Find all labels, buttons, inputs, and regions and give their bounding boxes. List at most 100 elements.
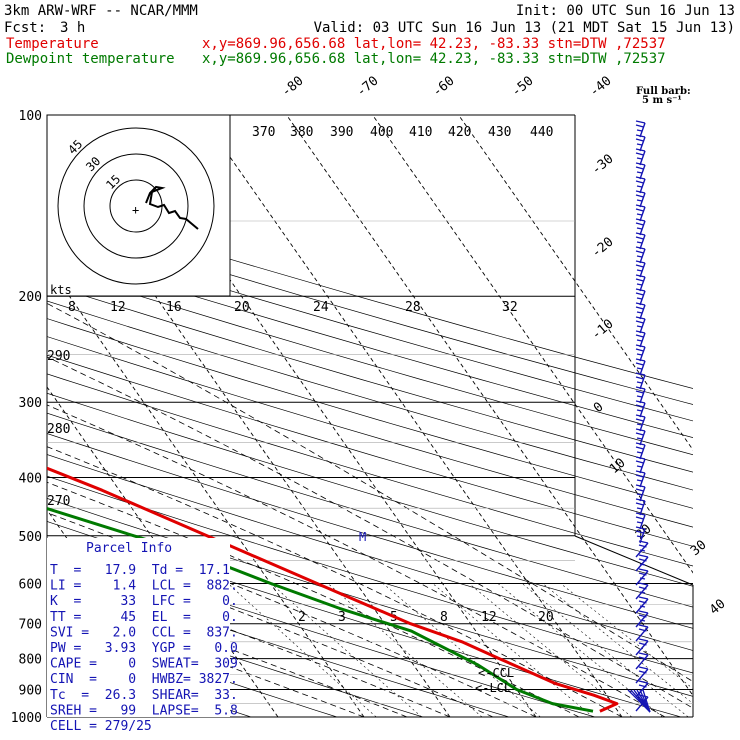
pressure-label-200: 200 [19,290,42,305]
temperature-legend: Temperature [6,36,99,52]
isotherm-label: 10 [607,456,629,478]
hodograph-frame [46,114,231,297]
forecast-hours: 3 h [60,20,85,36]
parcel-info-row: SREH = 99 LAPSE= 5.8 [50,703,238,718]
isotherm-label: -30 [589,151,617,178]
parcel-info-box: Parcel Info T = 17.9 Td = 17.1LI = 1.4 L… [47,538,238,734]
isotherm-label: 40 [707,597,729,619]
mixing-ratio-label-low: 8 [440,610,448,625]
wind-barb [635,344,646,362]
init-time: Init: 00 UTC Sun 16 Jun 13 [516,3,735,19]
pressure-label-400: 400 [19,471,42,486]
annotations: M <-CCL<-LCL [359,530,514,695]
isotherm-label: -20 [589,234,617,261]
temperature-location: x,y=869.96,656.68 lat,lon= 42.23, -83.33… [202,36,666,52]
full-barb-label: Full barb: [636,86,691,97]
adiabat-label: 280 [47,422,70,437]
isotherm-label: -80 [279,73,307,100]
hodograph-trace [145,185,199,230]
adiabat-label: 270 [47,494,70,509]
parcel-info-row: CIN = 0 HWBZ= 3827. [50,672,238,687]
full-barb-units: 5 m s⁻¹ [642,95,682,106]
sounding-curves [47,466,619,713]
wind-barb [635,526,646,544]
parcel-info-row: T = 17.9 Td = 17.1 [50,563,230,578]
wind-barb [635,246,646,264]
wind-barb [635,316,646,334]
pressure-label-700: 700 [19,618,42,633]
mixing-ratio-label-low: 3 [338,610,346,625]
pressure-label-500: 500 [19,530,42,545]
isotherm-label: 30 [688,538,710,560]
parcel-info-row: K = 33 LFC = 0. [50,594,238,609]
wind-barb [635,484,646,502]
dewpoint-legend: Dewpoint temperature [6,51,175,67]
mixing-ratio-line [327,583,483,717]
wind-barb [635,596,649,614]
isotherm [458,115,693,451]
isotherm-label: -50 [509,73,537,100]
theta-label: 390 [330,125,353,140]
theta-label: 400 [370,125,393,140]
hodograph-inset: + 15 30 45 kts [46,114,231,297]
theta-label: 420 [448,125,471,140]
mixing-ratio-line [382,583,541,717]
wind-barb [635,120,646,138]
mixing-ratio-label: 32 [502,300,518,315]
wind-barb [635,414,646,432]
dewpoint-profile [47,506,594,713]
mixing-ratio-line [227,583,377,717]
wind-barb [635,204,646,222]
ccl-marker: <-CCL [478,666,514,680]
mixing-ratio-label-low: 20 [538,610,554,625]
wind-barb [635,512,646,530]
wind-barb [635,568,649,586]
theta-label: 410 [409,125,432,140]
wind-barb [635,134,646,152]
wind-barb [635,610,649,628]
wind-barb [635,540,649,558]
parcel-info-row: CAPE = 0 SWEAT= 309 [50,657,238,672]
lcl-marker: <-LCL [475,681,511,695]
wind-barb [635,582,649,600]
wind-barb [635,274,646,292]
parcel-info-row: SVI = 2.0 CCL = 837. [50,625,238,640]
wind-barb [635,428,646,446]
pressure-label-300: 300 [19,396,42,411]
moist-adiabat [47,404,666,717]
axis-labels: 100 200 300 400 500 600 700 800 900 1000 -80 -70 -60… [11,73,729,726]
parcel-info-row: CELL = 279/25 [50,719,152,734]
pressure-label-100: 100 [19,109,42,124]
mixing-ratio-label-low: 2 [298,610,306,625]
hodograph-center-mark: + [132,203,139,217]
isotherm [47,263,365,717]
wind-barb [635,148,646,166]
mixing-ratio-label-low: 12 [481,610,497,625]
wind-barb [635,470,646,488]
hodograph-ring-outer [57,127,215,285]
mixing-ratio-label: 16 [166,300,182,315]
dry-adiabat [47,373,693,567]
surface-wind-barb [642,689,651,713]
mixing-ratio-line [270,583,422,717]
wind-barb [635,218,646,236]
parcel-info-title: Parcel Info [86,541,172,556]
pressure-label-900: 900 [19,683,42,698]
wind-barb [635,400,646,418]
isotherm-label: -40 [587,73,615,100]
moist-adiabat [47,356,693,709]
model-title: 3km ARW-WRF -- NCAR/MMM [4,3,198,19]
mixing-ratio-line [497,583,663,717]
wind-barb [635,666,649,684]
wind-barbs [627,120,651,713]
dewpoint-location: x,y=869.96,656.68 lat,lon= 42.23, -83.33… [202,51,666,67]
hodograph-ring-middle [83,153,189,259]
pressure-label-800: 800 [19,653,42,668]
parcel-info-row: Tc = 26.3 SHEAR= 33. [50,688,238,703]
wind-barb [635,498,646,516]
pressure-label-1000: 1000 [11,711,42,726]
mixing-ratio-label: 12 [110,300,126,315]
theta-label: 430 [488,125,511,140]
parcel-info-row: LI = 1.4 LCL = 882. [50,579,238,594]
isotherm-label: -10 [589,316,617,343]
